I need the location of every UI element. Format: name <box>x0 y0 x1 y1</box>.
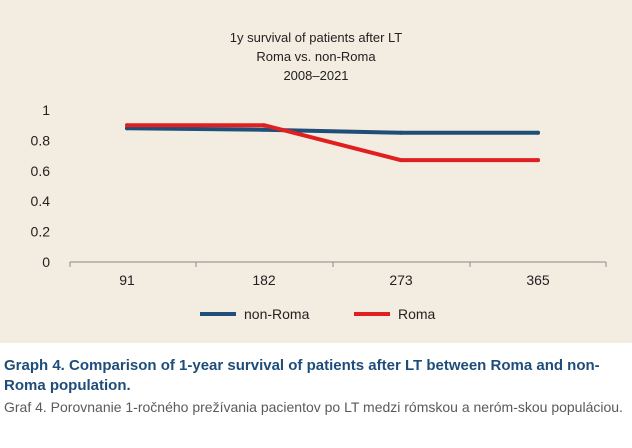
figure-caption: Graph 4. Comparison of 1-year survival o… <box>4 356 628 417</box>
chart-panel: 1y survival of patients after LT Roma vs… <box>0 0 632 343</box>
y-tick-label: 0.6 <box>31 163 51 179</box>
data-point-roma <box>399 158 403 163</box>
data-point-non-roma <box>536 130 540 135</box>
y-tick-label: 0 <box>42 254 50 270</box>
chart-title-line-2: Roma vs. non-Roma <box>256 49 376 64</box>
caption-english: Graph 4. Comparison of 1-year survival o… <box>4 357 600 394</box>
data-point-non-roma <box>125 126 129 131</box>
legend-label-non-roma: non-Roma <box>244 306 310 322</box>
caption-slovak: Graf 4. Porovnanie 1-ročného prežívania … <box>4 399 623 415</box>
data-point-roma <box>125 123 129 128</box>
x-tick-label: 182 <box>252 272 276 288</box>
y-tick-label: 0.4 <box>31 193 51 209</box>
x-tick-label: 273 <box>389 272 413 288</box>
legend-label-roma: Roma <box>398 306 436 322</box>
x-tick-label: 91 <box>119 272 135 288</box>
data-point-roma <box>262 123 266 128</box>
data-point-non-roma <box>399 130 403 135</box>
data-point-non-roma <box>262 127 266 132</box>
y-tick-label: 1 <box>42 102 50 118</box>
line-chart: 0 0.2 0.4 0.6 0.8 1 91 182 273 365 non-Roma Roma <box>31 102 607 322</box>
y-tick-label: 0.2 <box>31 224 51 240</box>
y-tick-label: 0.8 <box>31 132 51 148</box>
data-point-roma <box>536 158 540 163</box>
series-line-non-roma <box>125 126 540 135</box>
x-tick-label: 365 <box>526 272 550 288</box>
chart-title-line-3: 2008–2021 <box>283 68 349 83</box>
series-line-roma <box>125 123 540 163</box>
chart-title-line-1: 1y survival of patients after LT <box>229 30 403 45</box>
